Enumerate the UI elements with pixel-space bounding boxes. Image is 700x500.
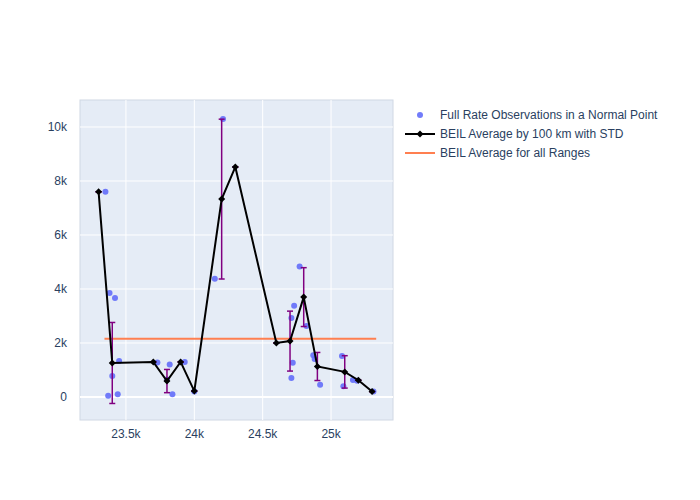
scatter-point: [212, 276, 218, 282]
line-marker: [273, 339, 280, 346]
line-marker: [287, 338, 294, 345]
error-bar: [301, 268, 307, 327]
x-grid-line: [194, 100, 195, 420]
line-marker: [341, 368, 348, 375]
error-bar-cap: [164, 392, 170, 394]
scatter-point: [317, 382, 323, 388]
y-tick-label: 0: [60, 390, 67, 404]
error-bar-cap: [219, 118, 225, 120]
y-tick-label: 6k: [54, 228, 68, 242]
error-bar-cap: [287, 370, 293, 372]
x-grid-line: [331, 100, 332, 420]
error-bar-cap: [314, 380, 320, 382]
y-tick-label: 10k: [48, 120, 68, 134]
line-marker: [191, 388, 198, 395]
error-bar-cap: [109, 403, 115, 405]
y-tick-label: 4k: [54, 282, 68, 296]
y-grid-line: [80, 288, 393, 289]
line-marker: [163, 378, 170, 385]
line-marker: [177, 358, 184, 365]
error-bar: [164, 369, 170, 392]
error-bar-cap: [342, 387, 348, 389]
line-marker: [232, 163, 239, 170]
x-tick-label: 24.5k: [248, 427, 278, 441]
y-grid-line: [80, 396, 393, 398]
series-1: [95, 119, 375, 403]
scatter-point: [105, 393, 111, 399]
error-bar: [287, 311, 293, 371]
scatter-point: [115, 391, 121, 397]
y-grid-line: [80, 234, 393, 235]
legend-line: [405, 152, 435, 154]
legend-marker: [417, 131, 424, 138]
line-marker: [95, 188, 102, 195]
scatter-point: [102, 189, 108, 195]
error-bar-cap: [287, 310, 293, 312]
y-grid-line: [80, 126, 393, 127]
error-bar: [342, 356, 348, 388]
y-grid-line: [80, 342, 393, 343]
scatter-point: [112, 295, 118, 301]
line-marker: [300, 294, 307, 301]
scatter-point: [169, 391, 175, 397]
line-marker: [369, 388, 376, 395]
x-tick-label: 23.5k: [111, 427, 141, 441]
line-marker: [355, 377, 362, 384]
line-marker: [150, 358, 157, 365]
scatter-point: [167, 362, 173, 368]
error-bar-cap: [301, 267, 307, 269]
error-bar-cap: [109, 322, 115, 324]
line: [99, 167, 372, 392]
x-grid-line: [125, 100, 126, 420]
series-2: [104, 338, 376, 339]
y-tick-label: 2k: [54, 336, 68, 350]
y-grid-line: [80, 180, 393, 181]
line-marker: [109, 359, 116, 366]
plot-area: [80, 100, 393, 420]
error-bar-cap: [342, 355, 348, 357]
line-marker: [314, 363, 321, 370]
legend-label: BEIL Average by 100 km with STD: [440, 127, 624, 141]
line-marker: [218, 196, 225, 203]
x-grid-line: [262, 100, 263, 420]
legend: Full Rate Observations in a Normal Point…: [405, 108, 658, 160]
series-0: [102, 116, 376, 399]
error-bar: [219, 119, 225, 279]
grid: [80, 100, 393, 420]
legend-marker: [417, 112, 423, 118]
chart: 23.5k 24k 24.5k 25k 0 2k 4k 6k 8k 10k Full Rate Ob…: [0, 0, 700, 500]
x-tick-label: 24k: [185, 427, 205, 441]
error-bar-cap: [164, 369, 170, 371]
y-tick-label: 8k: [54, 174, 68, 188]
legend-label: Full Rate Observations in a Normal Point: [440, 108, 658, 122]
error-bar-cap: [301, 326, 307, 328]
scatter-point: [291, 303, 297, 309]
scatter-point: [288, 375, 294, 381]
legend-label: BEIL Average for all Ranges: [440, 146, 590, 160]
plot-marks: [95, 116, 376, 404]
line: [104, 338, 376, 340]
x-tick-label: 25k: [321, 427, 341, 441]
scatter-point: [297, 264, 303, 270]
error-bar-cap: [219, 278, 225, 280]
